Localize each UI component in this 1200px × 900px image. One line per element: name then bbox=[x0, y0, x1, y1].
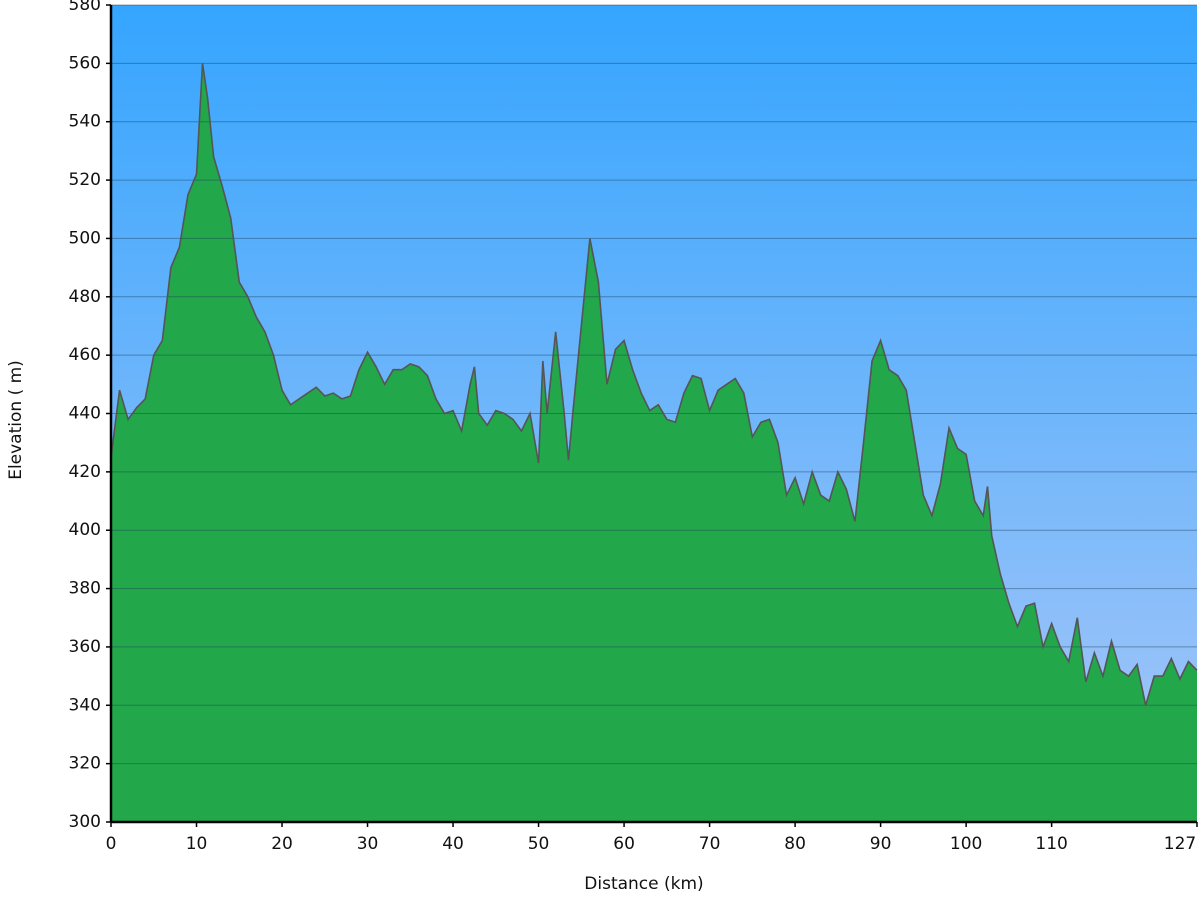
y-tick-label: 320 bbox=[69, 754, 101, 774]
x-tick-label: 10 bbox=[186, 834, 208, 854]
x-tick-label: 30 bbox=[357, 834, 379, 854]
y-axis-label: Elevation ( m) bbox=[6, 360, 26, 480]
x-tick-label: 20 bbox=[271, 834, 293, 854]
y-tick-label: 460 bbox=[69, 345, 101, 365]
x-tick-label: 0 bbox=[106, 834, 117, 854]
elevation-line bbox=[110, 63, 1198, 706]
elevation-area bbox=[111, 63, 1197, 823]
x-tick-label: 110 bbox=[1035, 834, 1067, 854]
y-tick-label: 340 bbox=[69, 695, 101, 715]
y-tick-label: 400 bbox=[69, 520, 101, 540]
x-tick-label: 40 bbox=[442, 834, 464, 854]
x-tick-label: 127 bbox=[1164, 834, 1196, 854]
y-tick-label: 560 bbox=[69, 53, 101, 73]
x-tick-label: 50 bbox=[528, 834, 550, 854]
y-tick-label: 480 bbox=[69, 287, 101, 307]
y-tick-label: 380 bbox=[69, 579, 101, 599]
x-tick-label: 100 bbox=[950, 834, 982, 854]
y-tick-label: 540 bbox=[69, 112, 101, 132]
y-tick-label: 420 bbox=[69, 462, 101, 482]
y-tick-label: 520 bbox=[69, 170, 101, 190]
y-tick-label: 360 bbox=[69, 637, 101, 657]
y-tick-label: 500 bbox=[69, 228, 101, 248]
x-tick-label: 80 bbox=[784, 834, 806, 854]
x-axis-label: Distance (km) bbox=[584, 874, 703, 894]
x-tick-label: 90 bbox=[870, 834, 892, 854]
y-tick-label: 440 bbox=[69, 404, 101, 424]
x-tick-label: 70 bbox=[699, 834, 721, 854]
y-tick-label: 300 bbox=[69, 812, 101, 832]
x-tick-label: 60 bbox=[613, 834, 635, 854]
y-tick-label: 580 bbox=[69, 0, 101, 15]
